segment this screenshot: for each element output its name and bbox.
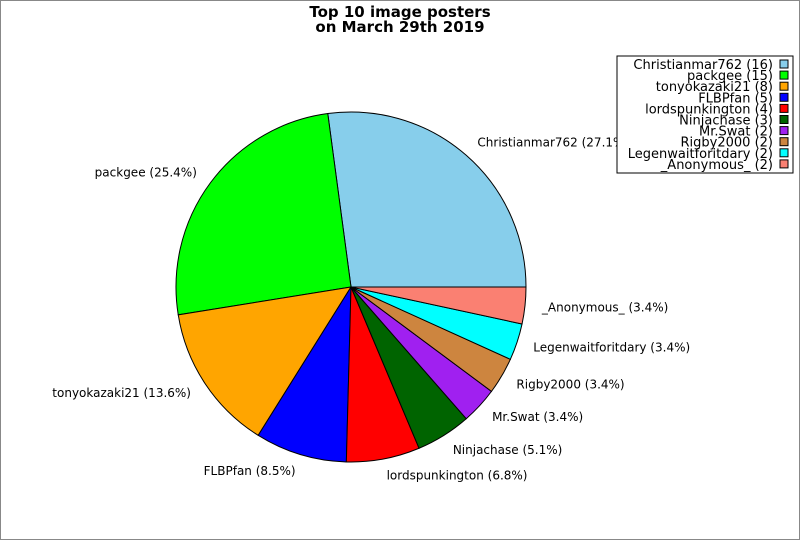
pie-slice-Christianmar762 — [327, 111, 527, 288]
legend-swatch — [779, 159, 789, 169]
slice-label: FLBPfan (8.5%) — [204, 464, 296, 478]
legend-swatch — [779, 92, 789, 102]
pie-slice-_Anonymous_ — [350, 286, 527, 325]
slice-label: lordspunkington (6.8%) — [387, 469, 528, 483]
chart-title-line-2: on March 29th 2019 — [315, 18, 484, 36]
legend-swatch — [779, 103, 789, 113]
slice-label: tonyokazaki21 (13.6%) — [52, 386, 191, 400]
legend: Christianmar762 (16)packgee (15)tonyokaz… — [616, 55, 794, 174]
slice-label: Ninjachase (5.1%) — [453, 443, 562, 457]
pie-slice-packgee — [175, 112, 352, 316]
legend-entry: FLBPfan (5) — [698, 91, 773, 106]
legend-swatch — [779, 148, 789, 158]
legend-box — [616, 55, 794, 174]
slice-label: _Anonymous_ (3.4%) — [541, 300, 668, 314]
legend-swatch — [779, 70, 789, 80]
slice-label: packgee (25.4%) — [95, 165, 197, 179]
slice-label: Rigby2000 (3.4%) — [516, 377, 624, 391]
legend-entry: lordspunkington (4) — [645, 102, 773, 117]
legend-swatch — [779, 115, 789, 124]
legend-entry: Christianmar762 (16) — [633, 58, 773, 73]
legend-swatch — [779, 81, 789, 91]
legend-entry: Rigby2000 (2) — [681, 136, 773, 151]
slice-label: Legenwaitforitdary (3.4%) — [533, 340, 690, 354]
legend-swatch — [779, 137, 789, 147]
legend-entry: _Anonymous_ (2) — [660, 158, 773, 173]
pie-slice-tonyokazaki21 — [177, 286, 353, 437]
chart-title-line-1: Top 10 image posters — [309, 3, 490, 21]
pie-slice-FLBPfan — [257, 285, 352, 463]
legend-entry: Ninjachase (3) — [679, 114, 773, 129]
legend-entry: packgee (15) — [687, 69, 773, 84]
legend-entry: Mr.Swat (2) — [699, 125, 773, 140]
legend-swatch — [779, 59, 789, 69]
legend-entry: Legenwaitforitdary (2) — [628, 147, 773, 162]
slice-label: Mr.Swat (3.4%) — [492, 410, 583, 424]
legend-entry: tonyokazaki21 (8) — [656, 80, 773, 95]
slice-label: Christianmar762 (27.1%) — [477, 136, 629, 150]
legend-swatch — [779, 126, 789, 136]
